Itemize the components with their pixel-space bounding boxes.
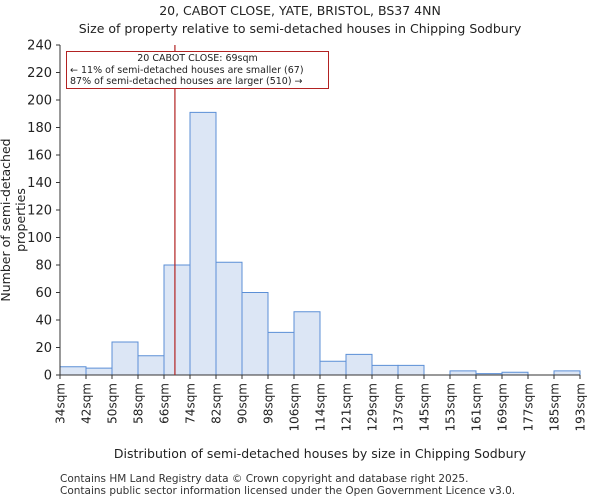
x-tick-label: 129sqm (366, 383, 380, 431)
histogram-bar (553, 370, 581, 376)
x-tick-label: 34sqm (54, 383, 68, 424)
property-annotation-box: 20 CABOT CLOSE: 69sqm ← 11% of semi-deta… (66, 51, 329, 89)
y-tick-label: 200 (27, 94, 52, 109)
histogram-bar (215, 261, 243, 376)
histogram-bar (85, 367, 113, 376)
x-tick-label: 106sqm (288, 383, 302, 431)
histogram-bar (319, 360, 347, 376)
x-tick-label: 177sqm (522, 383, 536, 431)
y-axis-label: Number of semi-detached properties (0, 138, 28, 302)
x-tick-label: 121sqm (340, 383, 354, 431)
footer-licence: Contains public sector information licen… (60, 485, 516, 497)
histogram-bar (111, 341, 139, 376)
y-tick-label: 100 (27, 231, 52, 246)
histogram-bar (59, 366, 87, 376)
x-tick-label: 98sqm (262, 383, 276, 424)
histogram-bar (397, 364, 425, 376)
x-tick-label: 169sqm (496, 383, 510, 431)
footer-copyright: Contains HM Land Registry data © Crown c… (60, 473, 469, 485)
histogram-bar (267, 331, 295, 376)
y-tick-label: 140 (27, 176, 52, 191)
chart-title: 20, CABOT CLOSE, YATE, BRISTOL, BS37 4NN (159, 3, 441, 18)
y-tick-label: 20 (35, 341, 52, 356)
x-tick-label: 58sqm (132, 383, 146, 424)
x-axis-label: Distribution of semi-detached houses by … (113, 446, 527, 461)
y-tick-label: 60 (35, 286, 52, 301)
y-tick-label: 180 (27, 121, 52, 136)
y-tick-label: 240 (27, 39, 52, 54)
x-tick-label: 193sqm (574, 383, 588, 431)
histogram-bar (189, 111, 217, 376)
x-tick-label: 161sqm (470, 383, 484, 431)
annotation-larger-line: 87% of semi-detached houses are larger (… (70, 76, 303, 87)
x-tick-label: 153sqm (444, 383, 458, 431)
annotation-property-line: 20 CABOT CLOSE: 69sqm (137, 53, 258, 64)
y-tick-label: 0 (44, 369, 52, 384)
x-tick-label: 145sqm (418, 383, 432, 431)
x-tick-label: 90sqm (236, 383, 250, 424)
x-tick-label: 114sqm (314, 383, 328, 431)
annotation-smaller-line: ← 11% of semi-detached houses are smalle… (70, 64, 304, 76)
chart-subtitle: Size of property relative to semi-detach… (78, 21, 522, 36)
x-tick-label: 66sqm (158, 383, 172, 424)
x-tick-label: 185sqm (548, 383, 562, 431)
y-tick-label: 220 (27, 66, 52, 81)
histogram-bar (345, 353, 373, 376)
histogram-bar (241, 292, 269, 376)
histogram-bar (449, 370, 477, 376)
y-tick-label: 160 (27, 149, 52, 164)
x-tick-label: 50sqm (106, 383, 120, 424)
y-tick-label: 120 (27, 204, 52, 219)
histogram-bar (371, 364, 399, 376)
histogram-bar (137, 355, 165, 376)
x-tick-label: 74sqm (184, 383, 198, 424)
y-tick-label: 80 (35, 259, 52, 274)
histogram-bar (293, 311, 321, 376)
x-tick-label: 82sqm (210, 383, 224, 424)
histogram-bar (163, 264, 191, 376)
x-tick-label: 42sqm (80, 383, 94, 424)
y-tick-label: 40 (35, 314, 52, 329)
x-tick-label: 137sqm (392, 383, 406, 431)
